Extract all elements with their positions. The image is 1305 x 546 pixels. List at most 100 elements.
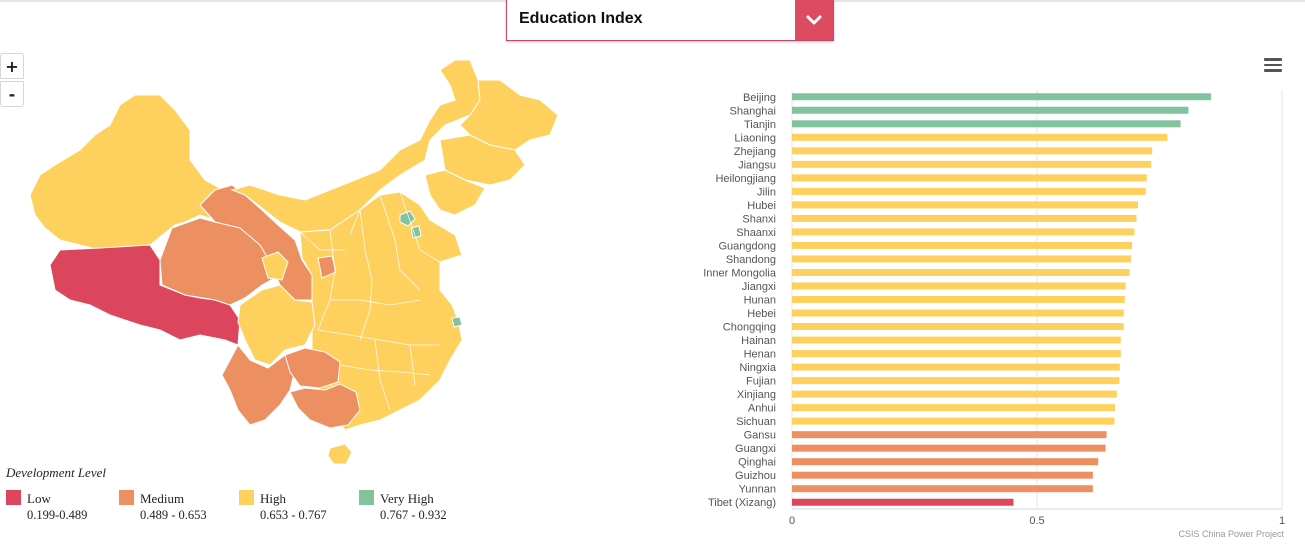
zoom-out-button[interactable]: - — [0, 81, 24, 107]
category-label: Chongqing — [723, 322, 776, 334]
category-label: Shanghai — [730, 105, 777, 117]
map-region-heilongjiang[interactable] — [459, 79, 559, 151]
category-label: Inner Mongolia — [703, 267, 777, 279]
bar — [792, 241, 1133, 249]
bar — [792, 174, 1147, 182]
category-label: Sichuan — [736, 416, 776, 428]
legend-title: Development Level — [6, 465, 106, 480]
category-label: Hainan — [741, 335, 776, 347]
legend-swatch-high — [239, 490, 254, 505]
legend-swatch-very-high — [359, 490, 374, 505]
category-label: Ningxia — [739, 362, 777, 374]
bar — [792, 187, 1146, 195]
chevron-down-icon — [806, 15, 822, 25]
bar-chart: BeijingShanghaiTianjinLiaoningZhejiangJi… — [703, 90, 1285, 527]
legend-swatch-low — [6, 490, 21, 505]
legend-swatch-medium — [119, 490, 134, 505]
map-region-guizhou[interactable] — [284, 347, 341, 389]
bar — [792, 363, 1120, 371]
category-label: Beijing — [743, 92, 776, 104]
legend-name-low: Low — [27, 491, 51, 506]
category-label: Zhejiang — [734, 146, 776, 158]
indicator-selector[interactable]: Education Index — [506, 0, 834, 41]
bar — [792, 485, 1093, 493]
x-tick-label: 0.5 — [1029, 515, 1044, 527]
legend-name-high: High — [260, 491, 286, 506]
category-label: Guizhou — [735, 470, 776, 482]
legend-range-low: 0.199-0.489 — [27, 508, 88, 522]
map-region-medium-patch[interactable] — [317, 255, 337, 279]
map-region-shanghai[interactable] — [451, 316, 463, 328]
category-label: Gansu — [744, 430, 776, 442]
category-label: Jilin — [757, 186, 776, 198]
category-label: Yunnan — [739, 484, 776, 496]
bar — [792, 431, 1107, 439]
map-region-sichuan[interactable] — [237, 284, 316, 366]
map-region-yunnan[interactable] — [221, 344, 296, 426]
map-region-beijing[interactable] — [399, 210, 416, 227]
legend-range-very-high: 0.767 - 0.932 — [380, 508, 447, 522]
category-label: Fujian — [746, 376, 776, 388]
bar — [792, 160, 1152, 168]
province-borders — [299, 191, 441, 411]
bar — [792, 458, 1099, 466]
category-label: Anhui — [748, 403, 776, 415]
category-label: Guangdong — [719, 240, 777, 252]
bar — [792, 498, 1014, 506]
bar — [792, 120, 1181, 128]
category-label: Hebei — [747, 308, 776, 320]
map-region-tibet[interactable] — [49, 244, 241, 346]
map-region-tianjin[interactable] — [410, 225, 422, 239]
category-label: Qinghai — [738, 457, 776, 469]
indicator-selector-label: Education Index — [519, 10, 643, 27]
category-label: Hubei — [747, 200, 776, 212]
map-region-hainan[interactable] — [327, 443, 353, 465]
bar — [792, 390, 1117, 398]
category-label: Xinjiang — [737, 389, 776, 401]
category-label: Henan — [744, 349, 776, 361]
bar — [792, 147, 1153, 155]
legend-name-very-high: Very High — [380, 491, 434, 506]
category-label: Tibet (Xizang) — [708, 497, 776, 509]
category-label: Guangxi — [735, 443, 776, 455]
x-tick-label: 0 — [789, 515, 795, 527]
map-legend: Development Level Low 0.199-0.489 Medium… — [6, 465, 447, 522]
legend-range-medium: 0.489 - 0.653 — [140, 508, 207, 522]
bar — [792, 336, 1121, 344]
hamburger-menu-icon[interactable] — [1264, 58, 1282, 72]
category-label: Hunan — [744, 295, 776, 307]
category-label: Shaanxi — [736, 227, 776, 239]
category-label: Jiangxi — [742, 281, 776, 293]
legend-range-high: 0.653 - 0.767 — [260, 508, 327, 522]
category-label: Heilongjiang — [715, 173, 776, 185]
china-province-map — [29, 59, 559, 465]
category-label: Shanxi — [742, 213, 776, 225]
map-region-liaoning[interactable] — [424, 169, 486, 216]
credit-text: CSIS China Power Project — [1178, 529, 1284, 539]
bar — [792, 93, 1211, 101]
bar — [792, 214, 1137, 222]
bar — [792, 377, 1120, 385]
bar — [792, 296, 1125, 303]
category-label: Tianjin — [744, 119, 776, 131]
bar — [792, 228, 1135, 236]
bar — [792, 201, 1138, 209]
bar — [792, 282, 1126, 290]
bar — [792, 471, 1093, 479]
bar — [792, 268, 1130, 276]
bar — [792, 309, 1124, 317]
category-label: Liaoning — [734, 132, 776, 144]
bar — [792, 133, 1168, 141]
map-region-ningxia[interactable] — [261, 251, 289, 281]
dropdown-toggle-button[interactable] — [795, 0, 833, 40]
legend-name-medium: Medium — [140, 491, 185, 506]
bar — [792, 404, 1115, 412]
category-label: Jiangsu — [738, 159, 776, 171]
zoom-in-button[interactable]: + — [0, 53, 24, 79]
bar — [792, 255, 1132, 263]
map-region-guangxi[interactable] — [289, 383, 361, 429]
x-tick-label: 1 — [1279, 515, 1285, 527]
bar — [792, 350, 1121, 358]
bar — [792, 444, 1106, 452]
bar — [792, 106, 1189, 114]
